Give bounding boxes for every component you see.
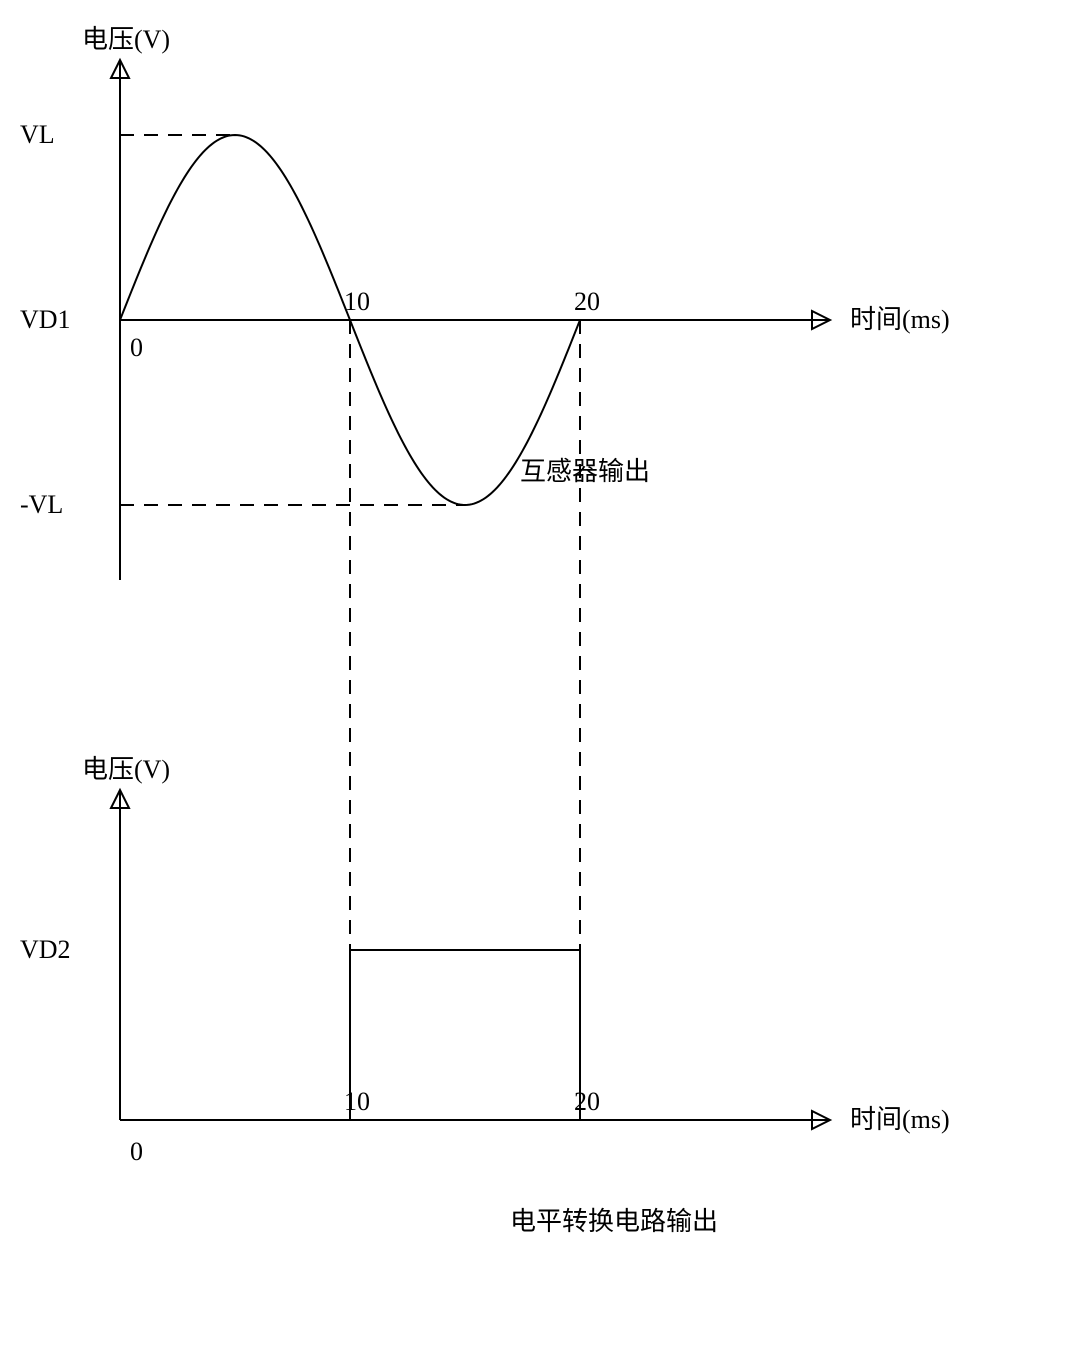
svg-text:0: 0 (130, 333, 143, 362)
svg-text:10: 10 (344, 287, 370, 316)
svg-text:10: 10 (344, 1087, 370, 1116)
svg-text:互感器输出: 互感器输出 (520, 457, 650, 486)
svg-text:20: 20 (574, 1087, 600, 1116)
figure-svg: 电压(V)时间(ms)VLVD1-VL01020互感器输出电压(V)时间(ms)… (0, 0, 1086, 1347)
svg-text:VD1: VD1 (20, 305, 71, 334)
svg-text:电压(V): 电压(V) (82, 755, 170, 784)
svg-text:时间(ms): 时间(ms) (850, 305, 950, 334)
svg-text:VL: VL (20, 120, 55, 149)
svg-text:时间(ms): 时间(ms) (850, 1105, 950, 1134)
svg-text:-VL: -VL (20, 490, 63, 519)
svg-text:VD2: VD2 (20, 935, 71, 964)
figure-container: 电压(V)时间(ms)VLVD1-VL01020互感器输出电压(V)时间(ms)… (0, 0, 1086, 1347)
svg-text:电平转换电路输出: 电平转换电路输出 (510, 1207, 718, 1236)
svg-text:20: 20 (574, 287, 600, 316)
svg-text:0: 0 (130, 1137, 143, 1166)
svg-text:电压(V): 电压(V) (82, 25, 170, 54)
